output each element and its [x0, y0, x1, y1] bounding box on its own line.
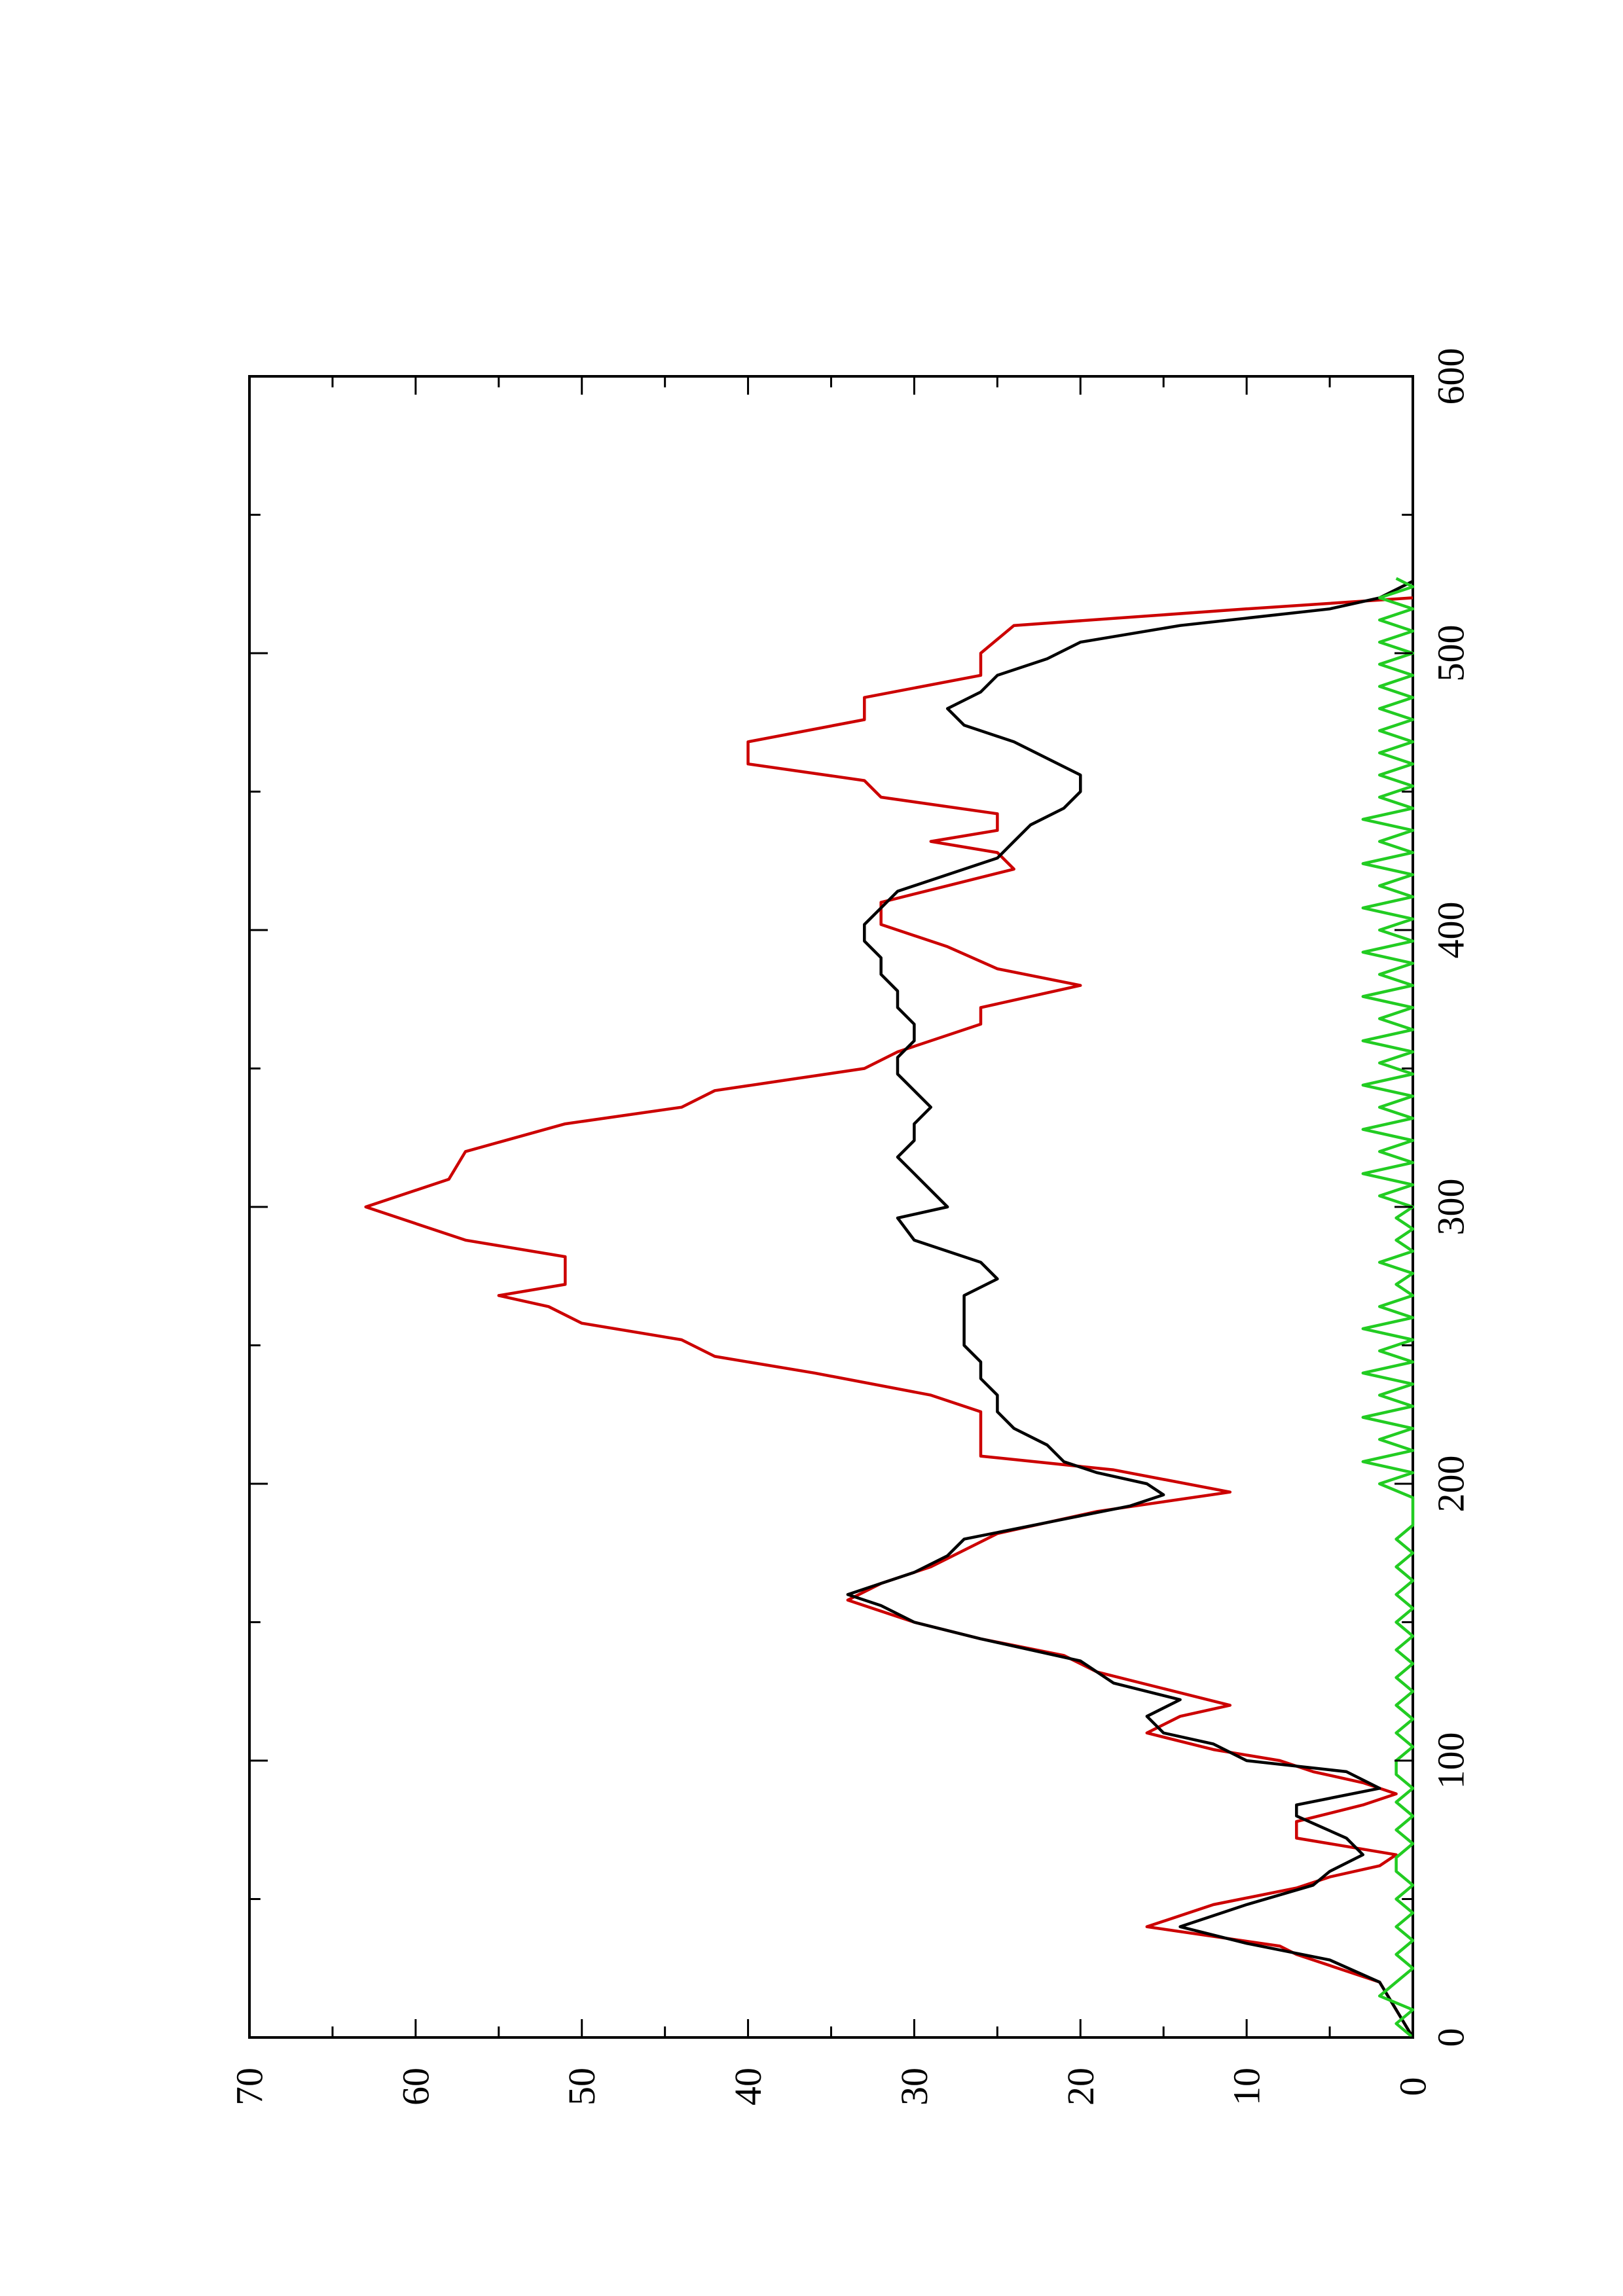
x-tick-label: 100 — [1430, 1732, 1472, 1789]
series-line-1 — [364, 596, 1414, 2039]
y-tick-label: 20 — [1059, 2068, 1102, 2106]
y-tick-label: 10 — [1226, 2068, 1268, 2106]
x-tick-label: 200 — [1430, 1456, 1472, 1513]
series-line-2 — [846, 579, 1414, 2039]
series-layer — [364, 577, 1415, 2039]
series-line-3 — [1361, 577, 1415, 2039]
y-tick-label: 0 — [1392, 2077, 1434, 2096]
y-tick-label: 60 — [394, 2068, 437, 2106]
y-tick-label: 70 — [228, 2068, 271, 2106]
y-tick-label: 50 — [560, 2068, 603, 2106]
plot-frame — [248, 375, 1414, 2039]
labels-layer: 0 100 200 300 400 500 600 0 10 20 30 40 50 60 70 — [228, 348, 1472, 2106]
ticks-layer — [248, 375, 1414, 2039]
y-tick-label: 30 — [893, 2068, 936, 2106]
x-tick-label: 600 — [1430, 348, 1472, 405]
x-tick-label: 500 — [1430, 625, 1472, 682]
y-tick-label: 40 — [727, 2068, 769, 2106]
x-tick-label: 400 — [1430, 902, 1472, 959]
x-tick-label: 0 — [1430, 2028, 1472, 2047]
x-tick-label: 300 — [1430, 1179, 1472, 1236]
